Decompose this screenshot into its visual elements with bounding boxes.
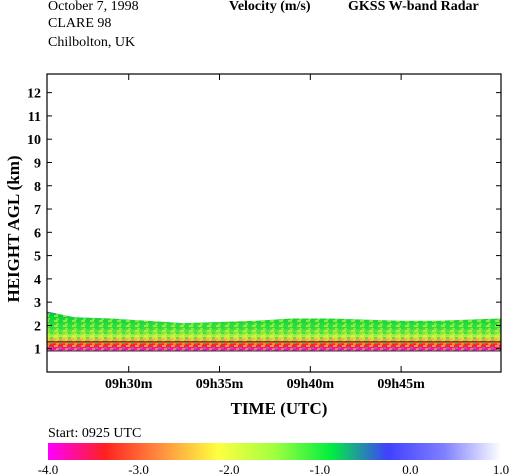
y-tick-label: 4 — [34, 273, 41, 288]
campaign-label: CLARE 98 — [48, 16, 112, 31]
plot-frame — [46, 73, 502, 373]
y-tick-label: 8 — [34, 180, 41, 195]
y-tick-label: 3 — [34, 296, 41, 311]
y-tick-label: 1 — [34, 343, 41, 358]
x-tick-label: 09h40m — [287, 377, 335, 392]
y-axis-title: HEIGHT AGL (km) — [4, 155, 23, 302]
colorbar-tick-label: -3.0 — [128, 462, 149, 476]
x-axis: 09h30m 09h35m 09h40m 09h45m — [105, 74, 425, 392]
x-tick-label: 09h30m — [105, 377, 153, 392]
x-tick-label: 09h45m — [377, 377, 425, 392]
y-tick-label: 5 — [34, 250, 41, 265]
colorbar-tick-label: 1.0 — [493, 462, 509, 476]
y-tick-label: 12 — [27, 87, 41, 102]
colorbar-tick-label: 0.0 — [402, 462, 418, 476]
location-label: Chilbolton, UK — [48, 35, 136, 50]
colorbar-labels: -4.0 -3.0 -2.0 -1.0 0.0 1.0 — [38, 462, 509, 476]
quantity-title: Velocity (m/s) — [229, 0, 311, 14]
y-tick-label: 6 — [34, 226, 41, 241]
colorbar — [48, 443, 501, 460]
colorbar-tick-label: -2.0 — [219, 462, 240, 476]
x-axis-title: TIME (UTC) — [231, 399, 328, 418]
plot-area — [47, 311, 501, 352]
instrument-title: GKSS W-band Radar — [348, 0, 479, 14]
x-tick-label: 09h35m — [196, 377, 244, 392]
y-tick-label: 10 — [27, 133, 41, 148]
cloud-echo-texture — [47, 311, 501, 352]
y-tick-label: 11 — [28, 110, 41, 125]
y-tick-label: 7 — [34, 203, 41, 218]
colorbar-tick-label: -4.0 — [38, 462, 59, 476]
colorbar-tick-label: -1.0 — [310, 462, 331, 476]
y-tick-label: 2 — [34, 319, 41, 334]
date-label: October 7, 1998 — [48, 0, 139, 14]
y-tick-label: 9 — [34, 156, 41, 171]
start-label: Start: 0925 UTC — [48, 426, 142, 441]
